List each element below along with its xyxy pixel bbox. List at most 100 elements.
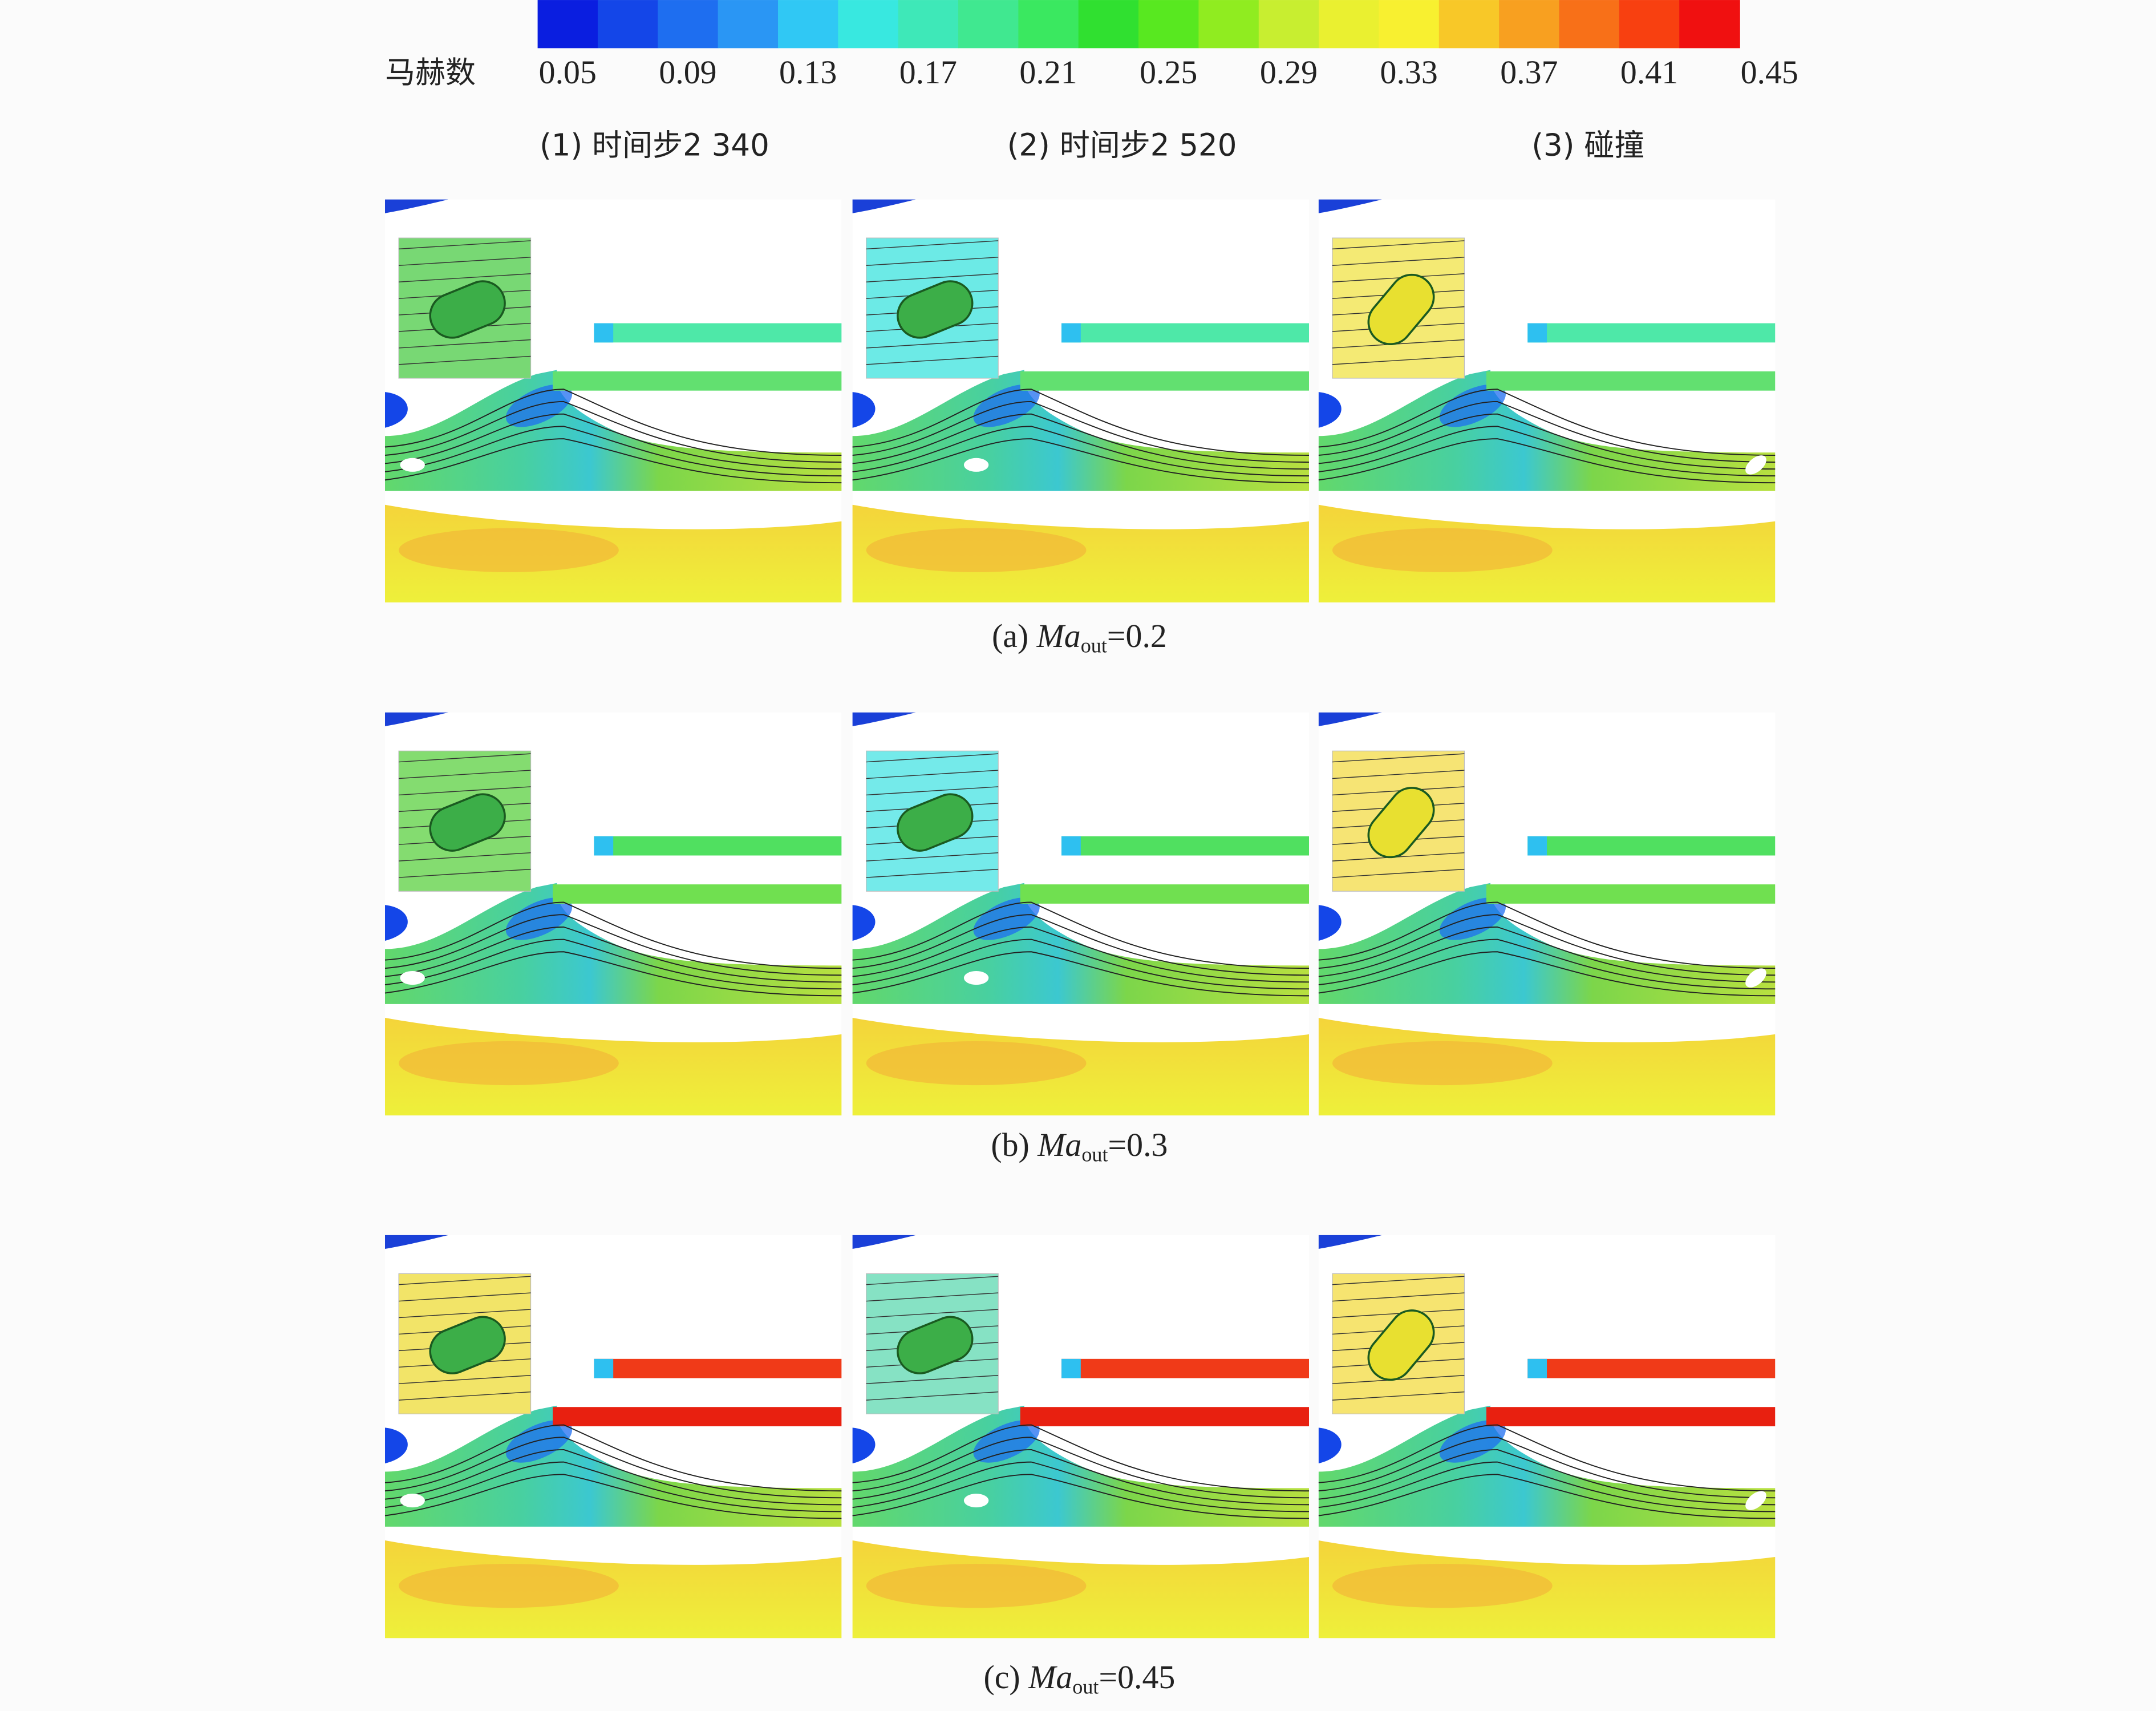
- flow-panel: [1318, 199, 1776, 602]
- main-flow: [1318, 883, 1776, 1004]
- streamline: [384, 1424, 842, 1492]
- left-bump: [1318, 905, 1342, 941]
- left-bump: [852, 1427, 876, 1464]
- particle-hole: [1745, 1491, 1766, 1510]
- streamline: [384, 939, 842, 990]
- colorbar-label: 马赫数: [385, 55, 476, 90]
- streamline: [1318, 389, 1776, 456]
- low-speed-zone: [505, 897, 573, 940]
- inset-streamline: [1332, 753, 1465, 763]
- top-bar: [1061, 323, 1309, 343]
- inset-streamline: [1332, 1391, 1465, 1401]
- low-speed-zone: [1439, 897, 1506, 940]
- streamline: [1318, 1437, 1776, 1499]
- particle: [429, 1316, 506, 1374]
- lower-hotspot: [399, 1041, 619, 1086]
- top-bar: [1061, 1358, 1309, 1378]
- upper-channel: [553, 371, 842, 391]
- inset-streamline: [1332, 786, 1465, 796]
- streamline: [1318, 901, 1776, 969]
- lower-hotspot: [1332, 528, 1553, 572]
- inset-streamline: [399, 852, 531, 861]
- particle-hole: [963, 971, 989, 985]
- low-speed-zone: [973, 1420, 1040, 1463]
- inset-streamline: [1332, 257, 1465, 266]
- inset: [398, 237, 532, 379]
- streamline: [1318, 401, 1776, 463]
- colorbar-tick-label: 0.05: [539, 54, 597, 91]
- inset-streamline: [399, 1391, 531, 1401]
- blue-sliver: [385, 199, 448, 213]
- row-caption: (c) Maout=0.45: [983, 1659, 1175, 1698]
- particle: [1367, 787, 1435, 859]
- main-flow: [385, 883, 842, 1004]
- top-bar-inlet: [594, 1358, 614, 1378]
- main-flow: [1318, 1405, 1776, 1527]
- colorbar-tick-label: 0.13: [779, 54, 837, 91]
- streamline: [852, 1437, 1310, 1499]
- inset-streamline: [399, 1375, 531, 1384]
- inset-streamline: [866, 339, 999, 349]
- inset-streamline: [866, 868, 999, 878]
- blue-sliver: [385, 1235, 448, 1249]
- top-bar-inlet: [1061, 323, 1081, 343]
- top-bar: [594, 1358, 842, 1378]
- particle-hole: [963, 1494, 989, 1508]
- inset-streamline: [399, 786, 531, 796]
- colorbar-segment: [1319, 0, 1380, 48]
- colorbar-segment: [1138, 0, 1199, 48]
- left-bump: [385, 392, 408, 428]
- top-bar: [1527, 1358, 1776, 1378]
- particle: [429, 793, 506, 852]
- inset-streamline: [1332, 1309, 1465, 1318]
- particle-hole: [963, 458, 989, 472]
- streamline: [1318, 1474, 1776, 1519]
- inset: [866, 750, 999, 892]
- colorbar-segment: [1679, 0, 1740, 48]
- caption-label: (a): [992, 617, 1028, 654]
- inset-streamline: [399, 257, 531, 266]
- inset-streamline: [399, 770, 531, 779]
- inset: [1332, 750, 1465, 892]
- low-speed-zone: [505, 1420, 573, 1463]
- colorbar-segment: [1258, 0, 1320, 48]
- lower-hotspot: [399, 1564, 619, 1608]
- streamline: [1318, 1424, 1776, 1492]
- colorbar-tick-label: 0.33: [1380, 54, 1438, 91]
- top-bar: [1061, 836, 1309, 856]
- streamline: [852, 951, 1310, 997]
- colorbar-segment: [1018, 0, 1079, 48]
- row-caption: (b) Maout=0.3: [991, 1126, 1168, 1166]
- row-caption: (a) Maout=0.2: [992, 617, 1167, 657]
- particle: [897, 280, 974, 339]
- inset-streamline: [866, 257, 999, 266]
- streamline: [852, 1461, 1310, 1512]
- inset-streamline: [399, 868, 531, 878]
- left-bump: [1318, 392, 1342, 428]
- caption-label: (b): [991, 1126, 1029, 1163]
- caption-variable: Ma: [1028, 1659, 1072, 1696]
- particle: [897, 793, 974, 852]
- streamline: [384, 951, 842, 997]
- inset-streamline: [866, 1391, 999, 1401]
- top-bar-inlet: [594, 323, 614, 343]
- top-bar: [594, 836, 842, 856]
- streamline: [384, 1461, 842, 1512]
- streamline: [852, 426, 1310, 477]
- inset-streamline: [1332, 273, 1465, 282]
- flow-panel: [852, 1235, 1310, 1639]
- lower-hotspot: [866, 1564, 1087, 1608]
- streamline: [852, 926, 1310, 983]
- particle: [1367, 1309, 1435, 1381]
- colorbar-segment: [898, 0, 959, 48]
- lower-hotspot: [1332, 1564, 1553, 1608]
- particle-hole: [400, 458, 425, 472]
- particle-hole: [1745, 455, 1766, 475]
- inset-streamline: [866, 1309, 999, 1318]
- colorbar-segment: [958, 0, 1019, 48]
- streamline: [852, 901, 1310, 969]
- flow-panel: [1318, 1235, 1776, 1639]
- inset-streamline: [1332, 240, 1465, 250]
- lower-hotspot: [866, 1041, 1087, 1086]
